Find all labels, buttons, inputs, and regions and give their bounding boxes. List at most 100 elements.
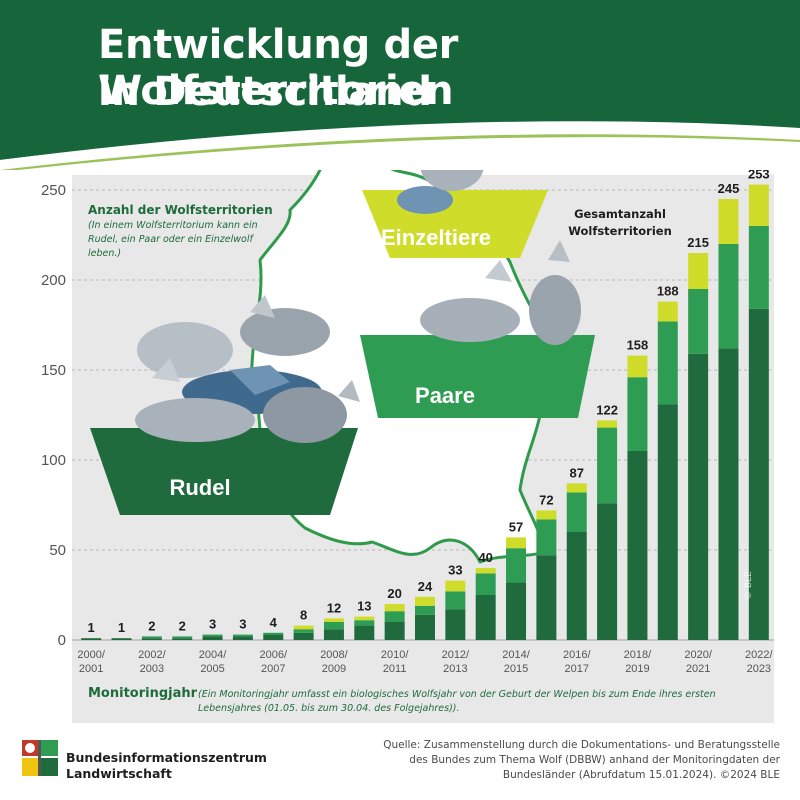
bar-segment-rudel (141, 638, 162, 640)
x-tick-label: 2010/2011 (381, 649, 409, 675)
bar-segment-rudel (81, 638, 102, 640)
bar-segment-paare (415, 605, 435, 615)
total-data-label: 188 (657, 284, 679, 299)
bar-segment-rudel (172, 638, 193, 640)
bar-segment-einzeltiere (475, 568, 496, 574)
org-name-line2: Landwirtschaft (66, 766, 172, 781)
rudel-wolf-group (135, 295, 360, 443)
bar-segment-einzeltiere (748, 184, 769, 226)
total-data-label: 40 (478, 550, 492, 565)
bar-segment-paare (445, 591, 466, 610)
total-data-label: 3 (209, 617, 216, 632)
bar-segment-paare (232, 634, 253, 637)
bar-segment-einzeltiere (536, 510, 557, 520)
bar-segment-rudel (293, 632, 314, 640)
bar-segment-einzeltiere (384, 604, 405, 612)
footer: Bundesinformationszentrum Landwirtschaft (0, 730, 800, 800)
bar-segment-einzeltiere (415, 596, 435, 606)
bar-segment-rudel (566, 532, 587, 640)
chart-svg: 0 50 100 150 200 250 Rudel Paare (41, 170, 774, 723)
bar-segment-einzeltiere (445, 580, 466, 592)
total-data-label: 253 (748, 170, 770, 182)
bar-segment-paare (627, 377, 648, 451)
paare-label: Paare (415, 383, 475, 408)
y-tick-label: 200 (41, 272, 66, 289)
y-tick-label: 100 (41, 452, 66, 469)
bar-segment-paare (718, 244, 739, 349)
bar-segment-rudel (111, 638, 132, 640)
copyright-mark: © BLE (744, 571, 754, 600)
total-data-label: 13 (357, 599, 371, 614)
total-data-label: 215 (687, 235, 709, 250)
bar-segment-paare (475, 573, 496, 595)
bar-segment-einzeltiere (293, 625, 314, 630)
bar-segment-einzeltiere (657, 301, 678, 322)
bar-segment-einzeltiere (597, 420, 618, 428)
bar-segment-rudel (415, 614, 435, 640)
bar-segment-paare (597, 427, 618, 504)
bar-segment-paare (354, 620, 375, 626)
x-tick-label: 2014/2015 (502, 649, 530, 675)
ble-logo-icon (20, 738, 60, 778)
total-data-label: 158 (627, 338, 649, 353)
page-title-line1: Entwicklung der Wolfsterritorien (98, 22, 459, 114)
total-data-label: 87 (570, 465, 584, 480)
x-tick-label: 2000/2001 (77, 649, 105, 675)
bar-segment-rudel (536, 555, 557, 640)
bar-segment-einzeltiere (627, 355, 648, 378)
x-tick-label: 2012/2013 (442, 649, 470, 675)
total-data-label: 8 (300, 608, 307, 623)
rudel-basket (90, 428, 358, 515)
bar-segment-paare (202, 634, 223, 637)
total-data-label: 57 (509, 519, 523, 534)
bar-segment-rudel (688, 353, 709, 640)
page-title-line2: in Deutschland (98, 69, 432, 115)
bar-segment-rudel (384, 622, 405, 640)
bar-segment-paare (141, 636, 162, 639)
total-data-label: 12 (327, 600, 341, 615)
bar-segment-rudel (202, 636, 223, 640)
total-data-label: 122 (596, 402, 618, 417)
total-data-label: 33 (448, 563, 462, 578)
y-tick-label: 50 (49, 542, 66, 559)
bar-segment-einzeltiere (323, 618, 344, 622)
org-name-line1: Bundesinformationszentrum (66, 750, 267, 765)
total-data-label: 72 (539, 492, 553, 507)
bar-segment-paare (293, 629, 314, 633)
bar-segment-paare (323, 622, 344, 630)
total-data-label: 4 (270, 615, 278, 630)
bar-segment-rudel (627, 451, 648, 640)
bar-segment-rudel (506, 582, 527, 640)
bar-segment-rudel (748, 308, 769, 640)
total-data-label: 3 (239, 617, 246, 632)
bar-segment-rudel (445, 609, 466, 640)
x-tick-label: 2022/2023 (745, 649, 773, 675)
bar-segment-rudel (354, 625, 375, 640)
rudel-label: Rudel (169, 475, 230, 500)
bar-segment-rudel (232, 636, 253, 640)
bars-layer (81, 184, 769, 640)
bar-segment-paare (688, 289, 709, 354)
bar-segment-paare (536, 519, 557, 556)
x-tick-label: 2020/2021 (684, 649, 712, 675)
bar-segment-paare (172, 636, 193, 639)
bar-segment-rudel (475, 595, 496, 640)
x-tick-label: 2006/2007 (259, 649, 287, 675)
einzeltiere-wolf-group (397, 170, 484, 214)
bar-segment-paare (263, 632, 284, 635)
total-data-label: 245 (718, 181, 740, 196)
bar-segment-rudel (718, 348, 739, 640)
x-tick-label: 2002/2003 (138, 649, 166, 675)
bar-segment-einzeltiere (566, 483, 587, 493)
total-label: Gesamtanzahl Wolfsterritorien (568, 207, 672, 238)
legend-title: Anzahl der Wolfsterritorien (88, 203, 273, 217)
x-tick-label: 2004/2005 (199, 649, 227, 675)
bar-segment-paare (657, 321, 678, 405)
bar-segment-rudel (597, 503, 618, 640)
y-tick-label: 150 (41, 362, 66, 379)
bar-segment-einzeltiere (506, 537, 527, 549)
y-tick-label: 250 (41, 182, 66, 199)
bar-segment-paare (566, 492, 587, 532)
bar-segment-rudel (263, 634, 284, 640)
